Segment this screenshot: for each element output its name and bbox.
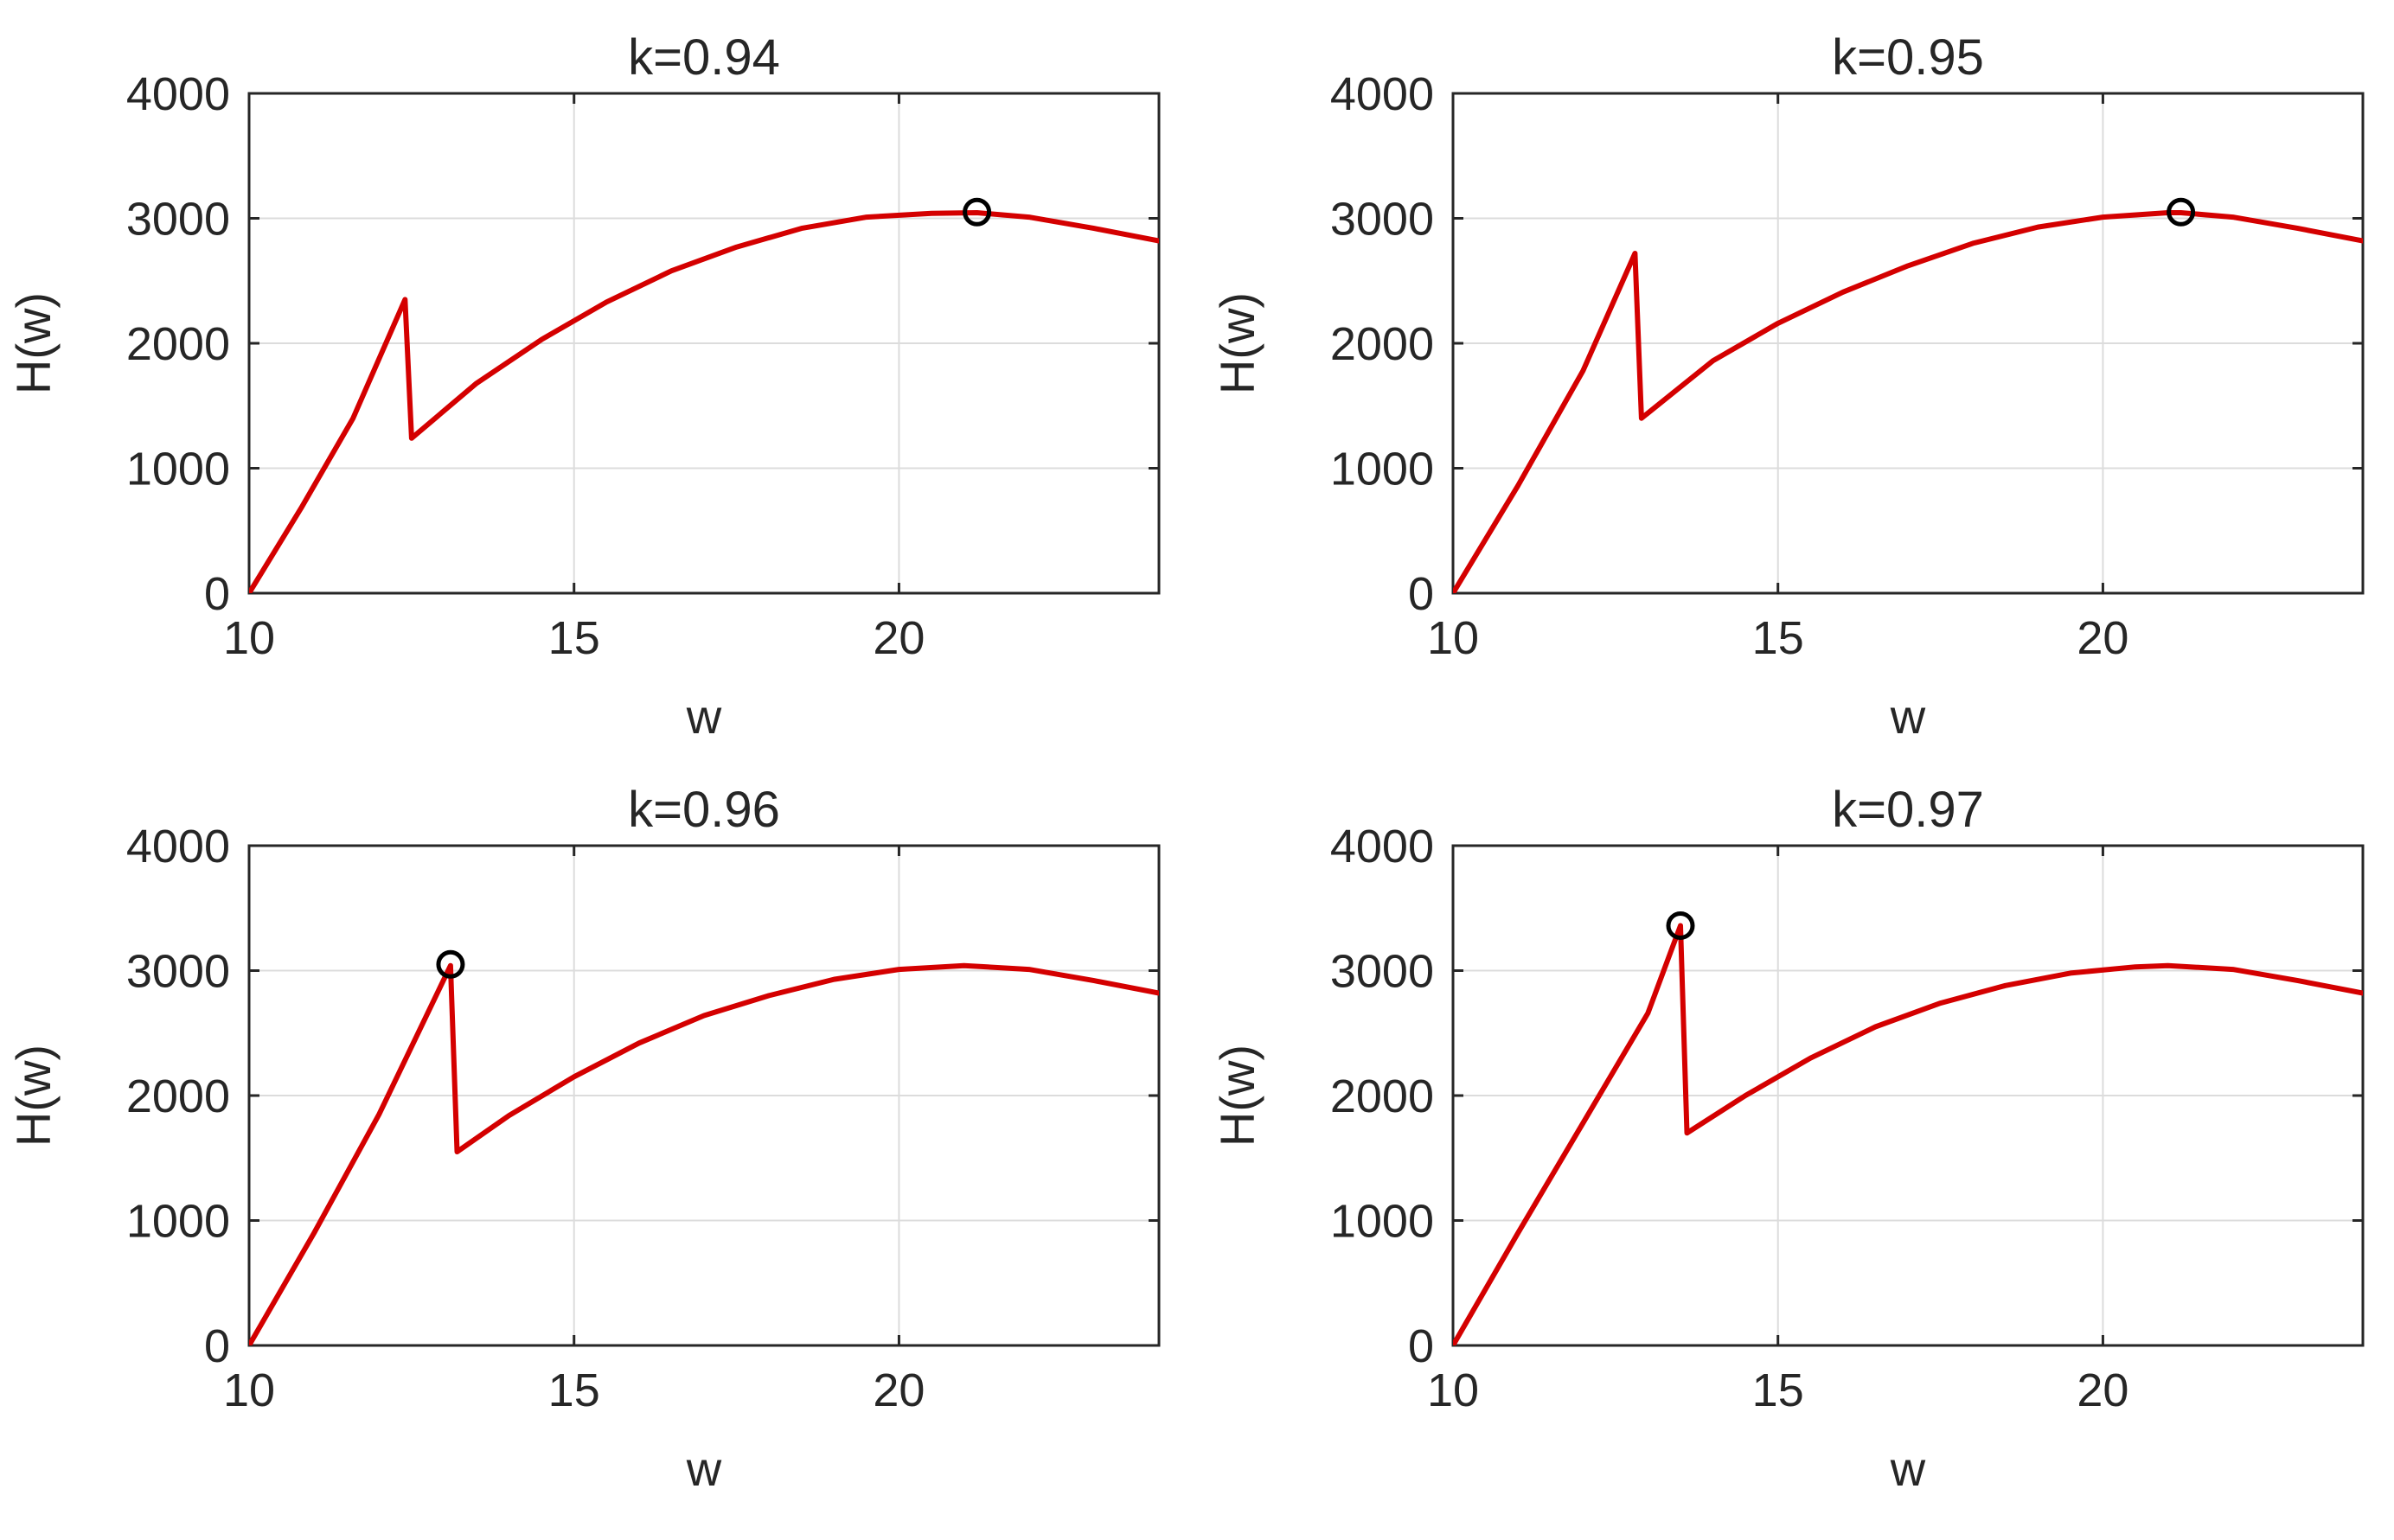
x-tick-label: 15 [548, 1364, 600, 1416]
y-tick-label: 1000 [1330, 444, 1434, 495]
x-axis-label: w [1890, 1441, 1926, 1496]
subplot-title: k=0.96 [628, 782, 780, 838]
x-tick-label: 10 [223, 1364, 275, 1416]
y-tick-label: 3000 [126, 946, 230, 998]
y-axis-label: H(w) [1210, 292, 1264, 394]
max-marker [963, 197, 992, 227]
x-axis-label: w [1890, 689, 1926, 744]
y-tick-label: 0 [204, 1320, 230, 1372]
x-tick-label: 15 [548, 612, 600, 664]
x-tick-label: 10 [1427, 612, 1479, 664]
y-tick-label: 1000 [126, 1196, 230, 1248]
y-tick-label: 0 [204, 568, 230, 620]
x-tick-label: 15 [1752, 1364, 1804, 1416]
subplot-title: k=0.94 [628, 29, 780, 86]
y-tick-label: 4000 [1330, 821, 1434, 872]
h-curve-line [1453, 210, 2363, 593]
y-tick-label: 4000 [1330, 68, 1434, 120]
x-axis-label: w [686, 689, 722, 744]
x-tick-label: 20 [873, 612, 925, 664]
y-tick-label: 4000 [126, 68, 230, 120]
max-marker [1666, 911, 1695, 940]
h-curve-line [249, 962, 1159, 1345]
x-tick-label: 20 [2077, 1364, 2128, 1416]
y-tick-label: 0 [1408, 568, 1434, 620]
x-tick-label: 15 [1752, 612, 1804, 664]
x-axis-label: w [686, 1441, 722, 1496]
y-tick-label: 1000 [1330, 1196, 1434, 1248]
subplot-3: 10 15 20 0 1000 2000 3000 4000 k=0.96 w H(w) [6, 782, 1161, 1496]
y-axis-label: H(w) [6, 1045, 61, 1147]
x-tick-label: 10 [1427, 1364, 1479, 1416]
max-marker [2167, 197, 2196, 227]
y-tick-label: 2000 [1330, 318, 1434, 370]
x-tick-label: 20 [873, 1364, 925, 1416]
y-tick-label: 1000 [126, 444, 230, 495]
subplot-4: 10 15 20 0 1000 2000 3000 4000 k=0.97 w H(w) [1210, 782, 2365, 1496]
y-axis-label: H(w) [6, 292, 61, 394]
max-marker [436, 949, 465, 979]
y-axis-label: H(w) [1210, 1045, 1264, 1147]
h-curve-line [249, 210, 1159, 593]
y-tick-label: 3000 [126, 194, 230, 246]
y-tick-label: 3000 [1330, 194, 1434, 246]
subplot-2: 10 15 20 0 1000 2000 3000 4000 k=0.95 w H(w) [1210, 29, 2365, 744]
subplot-title: k=0.97 [1832, 782, 1984, 838]
subplot-1: 10 15 20 0 1000 2000 3000 4000 k=0.94 w H(w) [6, 29, 1161, 744]
x-tick-label: 20 [2077, 612, 2128, 664]
y-tick-label: 0 [1408, 1320, 1434, 1372]
y-tick-label: 2000 [126, 318, 230, 370]
h-curve-line [1453, 923, 2363, 1345]
y-tick-label: 2000 [1330, 1070, 1434, 1122]
y-tick-label: 3000 [1330, 946, 1434, 998]
x-tick-label: 10 [223, 612, 275, 664]
y-tick-label: 4000 [126, 821, 230, 872]
y-tick-label: 2000 [126, 1070, 230, 1122]
subplot-title: k=0.95 [1832, 29, 1984, 86]
